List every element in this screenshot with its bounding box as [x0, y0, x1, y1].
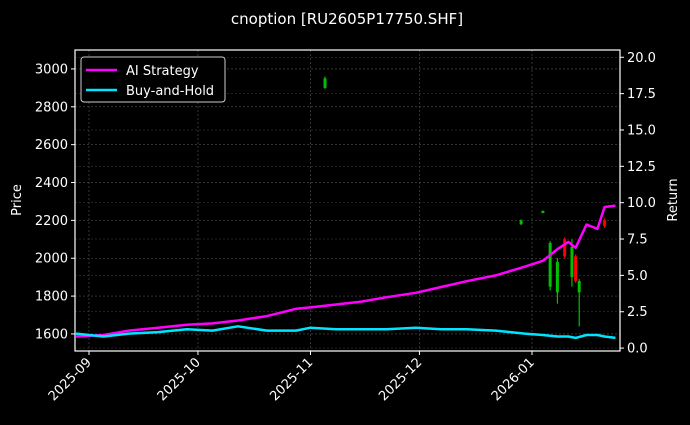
- price-candles: [323, 76, 607, 327]
- right-axis-ticks: 0.0 2.5 5.0 7.5 10.0 12.5 15.0 17.5 20.0: [620, 51, 656, 357]
- y-right-tick-label: 7.5: [627, 233, 648, 248]
- left-axis-ticks: 1600 1800 2000 2200 2400 2600 2800 3000: [35, 62, 75, 342]
- y-right-tick-label: 12.5: [627, 160, 656, 175]
- y-left-tick-label: 2600: [35, 138, 68, 153]
- y-right-tick-label: 15.0: [627, 123, 656, 138]
- y-left-tick-label: 1800: [35, 290, 68, 305]
- y-left-tick-label: 3000: [35, 62, 68, 77]
- series-line-ai-strategy: [75, 204, 616, 338]
- chart-title: cnoption [RU2605P17750.SHF]: [231, 10, 463, 28]
- y-right-tick-label: 0.0: [627, 342, 648, 357]
- y-right-tick-label: 5.0: [627, 269, 648, 284]
- y-left-tick-label: 1600: [35, 327, 68, 342]
- y-right-tick-label: 20.0: [627, 51, 656, 66]
- series-line-buy-and-hold: [75, 325, 616, 340]
- candle-body: [541, 210, 545, 213]
- y-left-tick-label: 2000: [35, 252, 68, 267]
- legend-label-buy-and-hold: Buy-and-Hold: [126, 84, 214, 99]
- y-right-tick-label: 17.5: [627, 87, 656, 102]
- return-series: [75, 204, 616, 340]
- y-left-tick-label: 2200: [35, 214, 68, 229]
- candle-body: [548, 243, 552, 287]
- y-left-tick-label: 2400: [35, 176, 68, 191]
- candle-body: [574, 256, 578, 281]
- candle-body: [519, 220, 523, 225]
- y-axis-left-label: Price: [10, 184, 25, 216]
- y-right-tick-label: 10.0: [627, 196, 656, 211]
- legend-label-ai-strategy: AI Strategy: [126, 64, 199, 79]
- candle-body: [563, 239, 567, 257]
- candle-body: [323, 78, 327, 88]
- candle-body: [570, 246, 574, 278]
- grid-lines: [75, 50, 620, 351]
- candle-body: [603, 220, 607, 227]
- y-left-tick-label: 2800: [35, 100, 68, 115]
- candle-body: [555, 262, 559, 293]
- candle-body: [577, 280, 581, 293]
- legend: AI Strategy Buy-and-Hold: [80, 56, 226, 103]
- y-axis-right-label: Return: [666, 178, 681, 221]
- y-right-tick-label: 2.5: [627, 305, 648, 320]
- plot-frame: [74, 49, 621, 352]
